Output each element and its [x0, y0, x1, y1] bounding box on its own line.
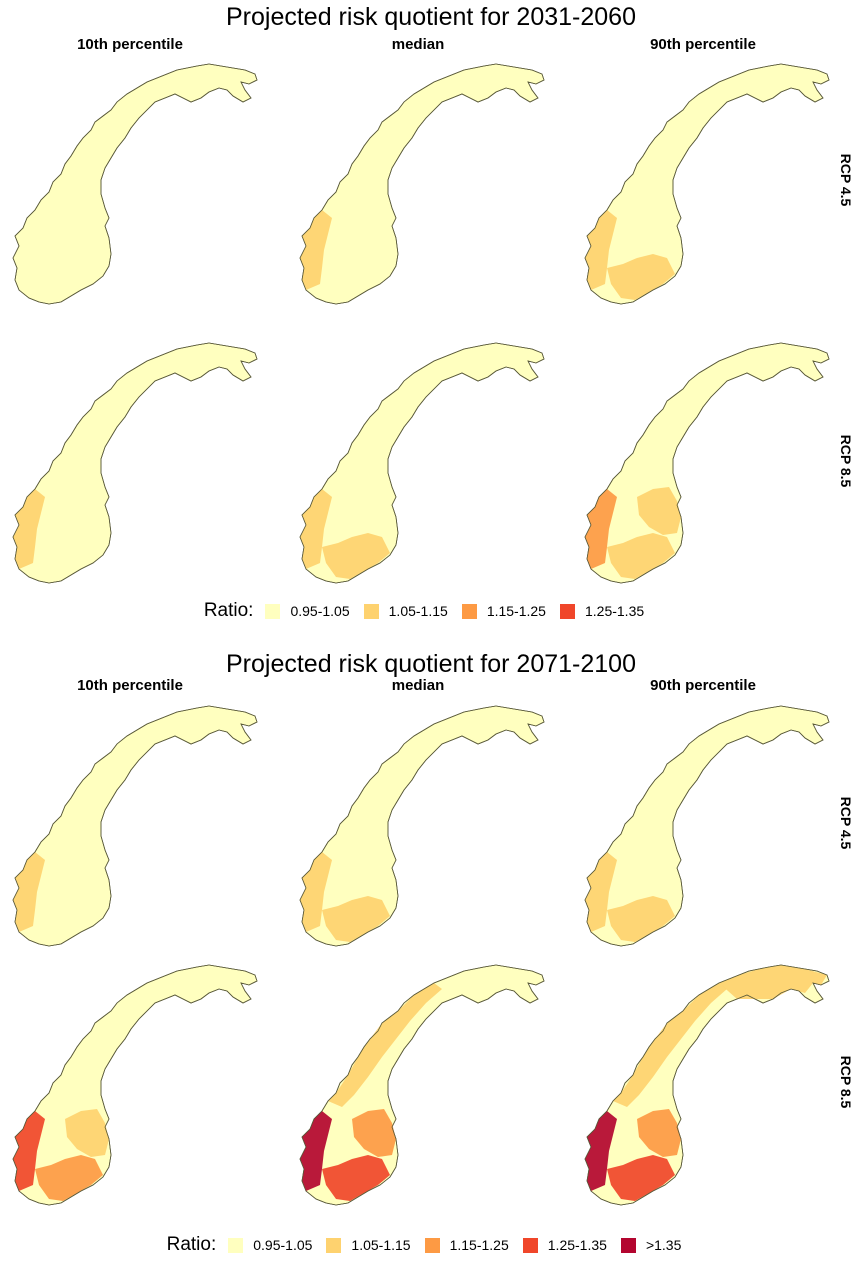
legend-swatch: [620, 1237, 636, 1253]
section2-col-label-p90: 90th percentile: [650, 677, 756, 694]
section1-title: Projected risk quotient for 2031-2060: [226, 3, 636, 31]
legend-swatch: [461, 603, 477, 619]
map-s2-rcp45-p10: [12, 705, 258, 947]
map-s2-rcp85-p10: [12, 964, 258, 1206]
legend-label: 1.25-1.35: [584, 603, 645, 619]
section1-col-label-p10: 10th percentile: [77, 36, 183, 53]
map-s2-rcp85-p90: [584, 964, 830, 1206]
section1-col-label-p90: 90th percentile: [650, 36, 756, 53]
legend-label: 1.05-1.15: [388, 603, 448, 619]
map-s1-rcp45-median: [299, 63, 545, 305]
coastline: [12, 964, 258, 1206]
section2-legend: Ratio: 0.95-1.05 1.05-1.15 1.15-1.25 1.25-1.…: [0, 1232, 862, 1258]
norway-outline: [12, 63, 258, 305]
risk-zone-c3: [607, 1155, 675, 1201]
section1-legend: Ratio: 0.95-1.05 1.05-1.15 1.15-1.25 1.25-1.…: [0, 598, 862, 624]
legend-swatch: [559, 603, 575, 619]
map-s2-rcp85-median: [299, 964, 545, 1206]
legend-item: >1.35: [620, 1237, 682, 1253]
coastline: [299, 705, 545, 947]
coastline: [12, 342, 258, 584]
coastline: [299, 342, 545, 584]
legend-swatch: [228, 1237, 244, 1253]
section2-row-label-rcp45: RCP 4.5: [838, 796, 854, 850]
legend-swatch: [424, 1237, 440, 1253]
legend-label: 1.05-1.15: [351, 1237, 411, 1253]
legend-swatch: [522, 1237, 538, 1253]
risk-zone-c2: [35, 1155, 103, 1201]
risk-zone-c1: [719, 965, 827, 999]
risk-zone-c1: [322, 533, 390, 579]
map-s1-rcp85-median: [299, 342, 545, 584]
coastline: [12, 63, 258, 305]
map-s1-rcp85-p10: [12, 342, 258, 584]
section2-col-label-median: median: [391, 677, 445, 694]
legend-swatch: [265, 603, 281, 619]
legend-item: 0.95-1.05: [265, 603, 350, 619]
map-s2-rcp45-p90: [584, 705, 830, 947]
risk-zone-c1: [328, 983, 442, 1107]
risk-zone-c1: [637, 487, 681, 535]
section2-title: Projected risk quotient for 2071-2100: [226, 650, 636, 678]
section1-row-label-rcp85: RCP 8.5: [838, 434, 854, 488]
coastline: [584, 705, 830, 947]
section1-row-label-rcp45: RCP 4.5: [838, 153, 854, 207]
risk-zone-c1: [607, 533, 675, 579]
legend-item: 0.95-1.05: [228, 1237, 312, 1253]
legend-item: 1.15-1.25: [461, 603, 546, 619]
norway-outline: [12, 705, 258, 947]
legend-label: 1.25-1.35: [547, 1237, 607, 1253]
legend-item: 1.15-1.25: [424, 1237, 509, 1253]
risk-zone-c1: [607, 896, 675, 942]
coastline: [299, 63, 545, 305]
map-s2-rcp45-median: [299, 705, 545, 947]
section1-col-label-median: median: [391, 36, 445, 53]
risk-zone-c1: [613, 983, 727, 1107]
map-s1-rcp45-p90: [584, 63, 830, 305]
legend-label: 0.95-1.05: [253, 1237, 313, 1253]
legend-swatch: [363, 603, 379, 619]
coastline: [584, 342, 830, 584]
norway-outline: [12, 342, 258, 584]
legend-title: Ratio:: [166, 1234, 217, 1255]
norway-outline: [299, 63, 545, 305]
coastline: [299, 964, 545, 1206]
legend-item: 1.05-1.15: [326, 1237, 411, 1253]
risk-zone-c2: [637, 1109, 681, 1157]
legend-label: >1.35: [645, 1237, 682, 1253]
legend-item: 1.25-1.35: [559, 603, 645, 619]
coastline: [584, 63, 830, 305]
risk-zone-c1: [607, 254, 675, 300]
map-s1-rcp45-p10: [12, 63, 258, 305]
risk-zone-c2: [352, 1109, 396, 1157]
legend-label: 1.15-1.25: [449, 1237, 509, 1253]
legend-swatch: [326, 1237, 342, 1253]
legend-item: 1.25-1.35: [522, 1237, 607, 1253]
legend-label: 0.95-1.05: [290, 603, 350, 619]
coastline: [584, 964, 830, 1206]
legend-title: Ratio:: [203, 600, 254, 621]
risk-zone-c3: [322, 1155, 390, 1201]
coastline: [12, 705, 258, 947]
risk-zone-c1: [65, 1109, 109, 1157]
legend-label: 1.15-1.25: [486, 603, 546, 619]
section2-col-label-p10: 10th percentile: [77, 677, 183, 694]
map-s1-rcp85-p90: [584, 342, 830, 584]
legend-item: 1.05-1.15: [363, 603, 448, 619]
risk-zone-c1: [322, 896, 390, 942]
